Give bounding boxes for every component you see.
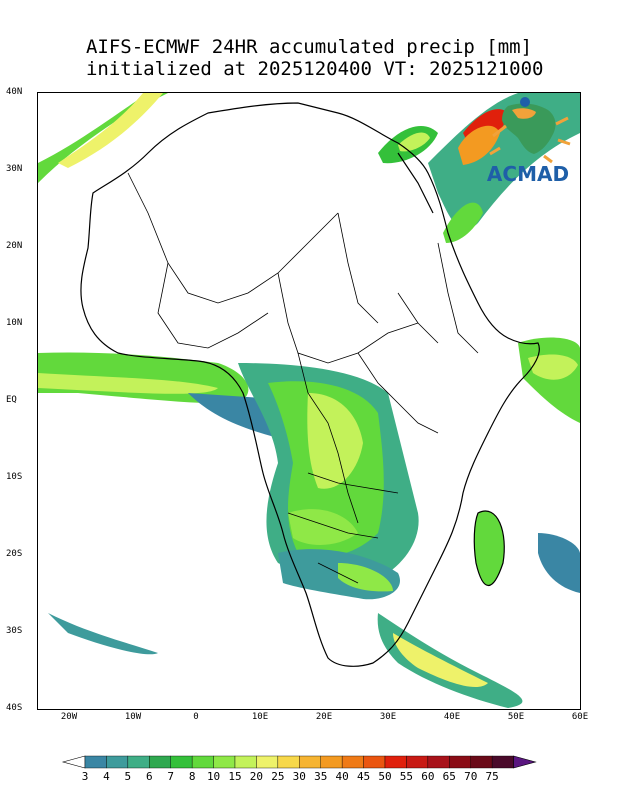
colorbar-label: 55 xyxy=(399,770,414,783)
colorbar-label: 4 xyxy=(103,770,110,783)
colorbar-label: 30 xyxy=(292,770,306,783)
colorbar-swatch xyxy=(299,755,321,769)
lon-label: 50E xyxy=(507,712,525,722)
colorbar-swatches xyxy=(61,755,537,769)
colorbar-label: 75 xyxy=(485,770,499,783)
title-line-2: initialized at 2025120400 VT: 2025121000 xyxy=(74,58,544,80)
colorbar-swatch xyxy=(127,755,150,769)
colorbar xyxy=(61,755,537,769)
africa-map-logo-icon xyxy=(489,97,571,164)
colorbar-label: 10 xyxy=(206,770,221,783)
map-canvas xyxy=(38,93,580,708)
colorbar-swatch xyxy=(470,755,493,769)
colorbar-swatch xyxy=(427,755,450,769)
colorbar-swatch xyxy=(170,755,193,769)
colorbar-label: 6 xyxy=(145,770,153,783)
colorbar-swatch xyxy=(341,755,364,769)
colorbar-label: 40 xyxy=(335,770,349,783)
lon-label: 10W xyxy=(124,712,142,722)
colorbar-swatch xyxy=(320,755,343,769)
lon-label: 40E xyxy=(443,712,461,722)
colorbar-label: 20 xyxy=(249,770,264,783)
lat-label: 30S xyxy=(6,626,23,636)
colorbar-swatch xyxy=(277,755,300,769)
lat-label: 10N xyxy=(6,318,23,328)
colorbar-swatch xyxy=(256,755,279,769)
precip-shading xyxy=(38,93,580,708)
colorbar-label: 65 xyxy=(442,770,456,783)
colorbar-label: 50 xyxy=(378,770,392,783)
lon-label: 30E xyxy=(379,712,397,722)
lon-label: 0 xyxy=(193,712,199,722)
country-borders xyxy=(127,172,479,584)
colorbar-label: 7 xyxy=(167,770,175,783)
lon-label: 20W xyxy=(60,712,78,722)
colorbar-swatch xyxy=(363,755,386,769)
lon-label: 10E xyxy=(251,712,269,722)
colorbar-label: 35 xyxy=(314,770,328,783)
logo-text: ACMAD xyxy=(486,162,570,186)
colorbar-label: 60 xyxy=(421,770,435,783)
lat-label: 40N xyxy=(6,87,23,97)
colorbar-swatch xyxy=(384,755,407,769)
lat-label: 10S xyxy=(6,472,23,482)
colorbar-label: 15 xyxy=(228,770,242,783)
lat-label: 40S xyxy=(6,703,23,713)
colorbar-swatch xyxy=(106,755,129,769)
colorbar-label: 3 xyxy=(81,770,89,783)
colorbar-swatch xyxy=(234,755,257,769)
colorbar-under-arrow xyxy=(61,755,86,769)
colorbar-label: 8 xyxy=(188,770,196,783)
title-line-1: AIFS-ECMWF 24HR accumulated precip [mm] xyxy=(85,36,533,58)
colorbar-over-arrow xyxy=(513,755,537,769)
lat-label: 20S xyxy=(6,549,23,559)
colorbar-swatch xyxy=(491,755,514,769)
colorbar-label: 5 xyxy=(124,770,132,783)
colorbar-swatch xyxy=(84,755,107,769)
colorbar-swatch xyxy=(449,755,471,769)
colorbar-label: 25 xyxy=(271,770,285,783)
colorbar-swatch xyxy=(149,755,171,769)
lat-label: 30N xyxy=(6,164,23,174)
colorbar-swatch xyxy=(213,755,236,769)
coastlines xyxy=(80,102,540,667)
colorbar-swatch xyxy=(406,755,429,769)
colorbar-label: 45 xyxy=(356,770,371,783)
precip-map xyxy=(37,92,581,710)
acmad-logo: ACMAD xyxy=(478,96,578,188)
colorbar-label: 70 xyxy=(464,770,478,783)
colorbar-swatch xyxy=(191,755,214,769)
lon-label: 60E xyxy=(571,712,589,722)
lat-label: 20N xyxy=(6,241,23,251)
lon-label: 20E xyxy=(315,712,333,722)
chart-title: AIFS-ECMWF 24HR accumulated precip [mm] … xyxy=(0,36,618,80)
lat-label: EQ xyxy=(6,395,17,405)
